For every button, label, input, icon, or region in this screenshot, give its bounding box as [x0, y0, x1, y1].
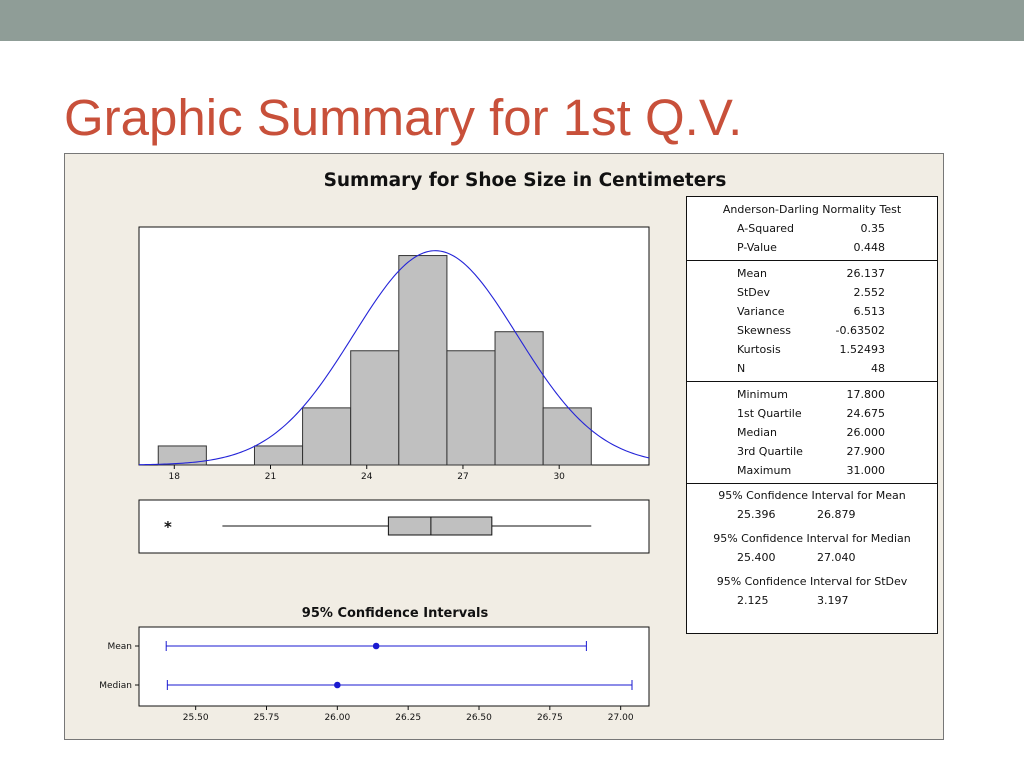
histogram-bar	[398, 255, 448, 466]
summary-panel: Summary for Shoe Size in Centimeters 95%…	[64, 153, 944, 740]
ci-estimate-point	[334, 681, 341, 689]
stat-row: Minimum 17.800	[687, 385, 937, 404]
stat-value: 0.35	[860, 222, 886, 235]
ci-tick-label: 26.25	[395, 713, 421, 723]
stat-row: P-Value 0.448	[687, 238, 937, 257]
stat-label: 1st Quartile	[737, 407, 802, 420]
histogram-bar	[302, 407, 352, 466]
histogram-bar	[494, 331, 544, 466]
histogram-tick-label: 21	[265, 472, 276, 482]
stat-row: Variance 6.513	[687, 302, 937, 321]
quartiles-section: Minimum 17.800 1st Quartile 24.675 Median 2…	[687, 382, 937, 484]
stat-label: Median	[737, 426, 778, 439]
histogram-tick-label: 30	[553, 472, 565, 482]
stat-value: 26.000	[846, 426, 886, 439]
histogram-bar	[253, 445, 304, 466]
stat-value: 26.137	[846, 267, 886, 280]
slide-title: Graphic Summary for 1st Q.V.	[64, 89, 743, 146]
stat-label: N	[737, 362, 746, 375]
ci-high: 27.040	[817, 551, 856, 564]
stat-value: 0.448	[853, 241, 886, 254]
histogram-bar	[157, 445, 207, 466]
stat-value: 31.000	[846, 464, 886, 477]
ci-tick-label: 27.00	[608, 713, 634, 723]
stat-row: Median 26.000	[687, 423, 937, 442]
stat-value: 6.513	[853, 305, 886, 318]
ad-title: Anderson-Darling Normality Test	[722, 203, 902, 216]
boxplot-box	[387, 516, 493, 536]
stat-row: N 48	[687, 359, 937, 378]
ci-mean-values: 25.396 26.879	[687, 505, 937, 524]
stat-row: Mean 26.137	[687, 264, 937, 283]
histogram-bar	[446, 350, 496, 466]
stat-value: 17.800	[846, 388, 886, 401]
stat-value: 48	[871, 362, 885, 375]
ci-median-values: 25.400 27.040	[687, 548, 937, 567]
ci-frame	[138, 626, 650, 707]
stat-row: Kurtosis 1.52493	[687, 340, 937, 359]
stat-value: 1.52493	[839, 343, 886, 356]
normal-fit-curve	[138, 250, 650, 466]
ci-mean-label: 95% Confidence Interval for Mean	[718, 489, 906, 502]
stat-value: 2.552	[853, 286, 886, 299]
stat-row: 3rd Quartile 27.900	[687, 442, 937, 461]
stat-label: P-Value	[737, 241, 777, 254]
ci-category-label: Mean	[107, 642, 132, 652]
charts-svg: 18 21 24 27 30 * Mean Median 25.50 25.75 26.00 26.2…	[99, 226, 650, 723]
histogram-tick-label: 27	[457, 472, 468, 482]
stat-row: 1st Quartile 24.675	[687, 404, 937, 423]
histogram-tick-label: 18	[169, 472, 181, 482]
ci-category-label: Median	[99, 681, 132, 691]
stat-label: Variance	[737, 305, 785, 318]
stat-row: Maximum 31.000	[687, 461, 937, 480]
histogram-tick-label: 24	[361, 472, 373, 482]
stat-row: A-Squared 0.35	[687, 219, 937, 238]
ci-stdev-label: 95% Confidence Interval for StDev	[716, 575, 908, 588]
ci-tick-label: 26.75	[537, 713, 563, 723]
stat-row: StDev 2.552	[687, 283, 937, 302]
stat-label: Minimum	[737, 388, 788, 401]
stats-table: Anderson-Darling Normality Test A-Square…	[686, 196, 938, 634]
stat-label: Skewness	[737, 324, 791, 337]
boxplot-outlier: *	[164, 518, 172, 536]
stat-value: 27.900	[846, 445, 886, 458]
ci-estimate-point	[372, 642, 380, 650]
ad-section: Anderson-Darling Normality Test A-Square…	[687, 197, 937, 261]
ci-tick-label: 26.00	[324, 713, 350, 723]
stat-label: Maximum	[737, 464, 792, 477]
ci-section: 95% Confidence Interval for Mean 25.396 2…	[687, 484, 937, 610]
ci-tick-label: 25.75	[254, 713, 280, 723]
ci-tick-label: 25.50	[183, 713, 209, 723]
moments-section: Mean 26.137 StDev 2.552 Variance 6.513 Skew…	[687, 261, 937, 382]
stat-value: 24.675	[846, 407, 886, 420]
stat-row: Skewness -0.63502	[687, 321, 937, 340]
stat-label: 3rd Quartile	[737, 445, 803, 458]
ci-chart-title: 95% Confidence Intervals	[301, 606, 489, 621]
top-bar	[0, 0, 1024, 41]
histogram-bar	[350, 350, 400, 466]
ci-stdev-values: 2.125 3.197	[687, 591, 937, 610]
stat-label: A-Squared	[737, 222, 794, 235]
stat-label: Mean	[737, 267, 767, 280]
ci-low: 2.125	[737, 594, 769, 607]
ci-high: 26.879	[817, 508, 856, 521]
histogram-bar	[542, 407, 592, 466]
stat-label: Kurtosis	[737, 343, 781, 356]
ci-low: 25.400	[737, 551, 776, 564]
stat-value: -0.63502	[835, 324, 885, 337]
ci-tick-label: 26.50	[466, 713, 492, 723]
ci-median-label: 95% Confidence Interval for Median	[713, 532, 911, 545]
panel-title: Summary for Shoe Size in Centimeters	[323, 170, 727, 191]
stat-label: StDev	[737, 286, 771, 299]
ci-low: 25.396	[737, 508, 776, 521]
ci-high: 3.197	[817, 594, 849, 607]
